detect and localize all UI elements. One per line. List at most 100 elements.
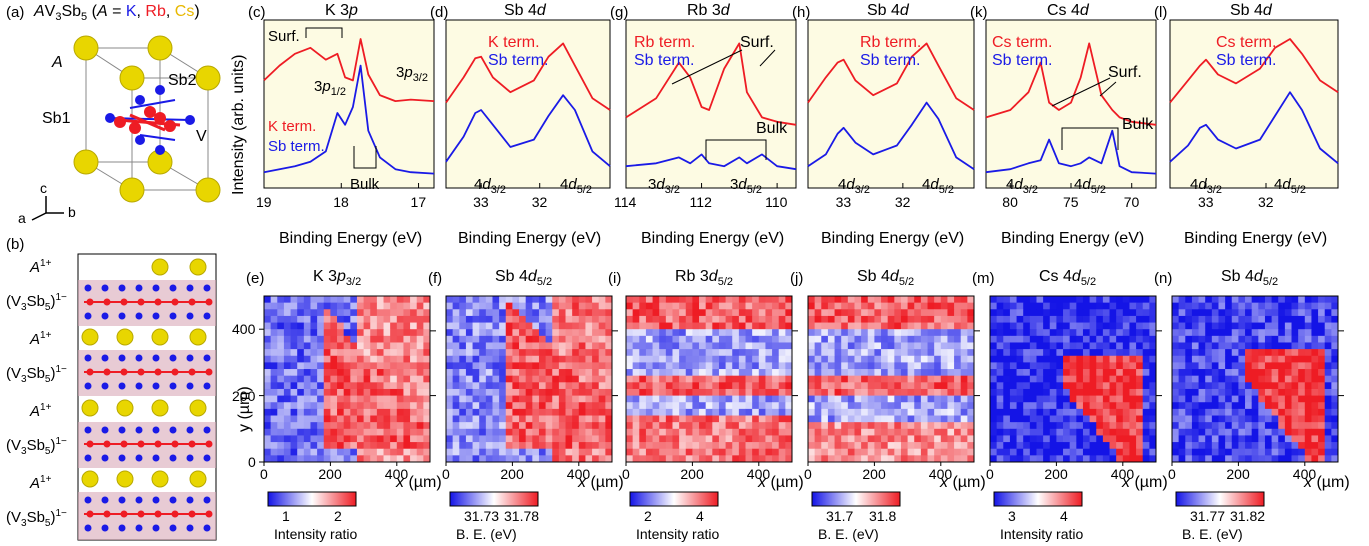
colorbar-0 [267,491,357,507]
sb-atom [169,426,177,434]
map-frame-2 [625,295,793,463]
sb-atom [135,524,143,532]
colorbar-4 [993,491,1083,507]
sb-atom [118,382,126,390]
a-atom [189,399,207,417]
sb-atom [169,496,177,504]
sb-atom [84,284,92,292]
y-axis-label: Intensity (arb. units) [230,54,247,196]
a-atom [189,258,207,276]
map-frame-4 [989,295,1157,463]
a-atom [81,399,99,417]
cbar-label-3: B. E. (eV) [818,526,879,542]
annot-g-surf: Surf. [740,34,774,51]
map-x-tick-label-0-0: 0 [260,466,268,482]
v-atom [154,298,162,306]
layer-label-6: A1+ [30,474,52,492]
annot-c-bulk: Bulk [350,176,380,193]
cbar-tick-high-0: 2 [334,508,342,524]
sb-atom [118,454,126,462]
layer-label-0: A1+ [30,258,52,276]
map-x-tick-label-3-1: 200 [862,466,886,482]
a-atom [116,399,134,417]
v-atom [171,368,179,376]
map-x-tick-label-1-0: 0 [442,466,450,482]
spectrum-title-4: Cs 4d [1047,2,1089,19]
sb-atom [203,426,211,434]
sb-atom [186,426,194,434]
annot-c-3p12: 3p1/2 [314,78,346,98]
colorbar-5 [1175,491,1265,507]
spectrum-title-0: K 3p [325,2,358,19]
annot-l-csterm: Cs term. [1216,34,1277,51]
series-line-2-1 [625,153,797,171]
sb-atom [203,354,211,362]
map-y-tick-label-2: 400 [232,321,256,338]
v-atom [137,440,145,448]
map-x-tick-label-3-0: 0 [804,466,812,482]
sb-atom [186,354,194,362]
axis-a: a [18,210,26,226]
label-A: A [52,54,63,71]
v-atom [188,298,196,306]
annot-l-sbterm: Sb term. [1216,52,1277,69]
x-tick-label-0-1: 18 [333,194,349,210]
pointer-g2 [759,49,776,67]
annot-d-45: 4d5/2 [560,176,592,196]
x-axis-label-1: Binding Energy (eV) [458,230,602,247]
v-atom [205,298,213,306]
sb-atom [84,524,92,532]
map-title-1: Sb 4d5/2 [495,268,553,289]
x-tick-label-4-2: 70 [1123,194,1140,210]
sb-atom [118,312,126,320]
sb-atom [101,354,109,362]
cbar-label-5: B. E. (eV) [1182,526,1243,542]
sb-atom [118,426,126,434]
annot-c-sbterm: Sb term. [268,138,325,155]
spectrum-title-5: Sb 4d [1230,2,1272,19]
map-title-5: Sb 4d5/2 [1221,268,1279,289]
sb-atom [152,454,160,462]
annot-h-rbterm: Rb term. [860,34,922,51]
v-atom [205,510,213,518]
heatmap-0 [264,296,431,463]
axis-c: c [40,180,47,196]
sb-atom [101,382,109,390]
annot-c-kterm: K term. [268,118,317,135]
v-atom [154,368,162,376]
a-atom [116,470,134,488]
a-atom [151,399,169,417]
axis-b: b [68,204,76,220]
v-atom [188,510,196,518]
annot-k-surf: Surf. [1108,64,1142,81]
sb-atom [203,524,211,532]
series-line-1-1 [445,94,611,167]
annot-h-sbterm: Sb term. [860,52,921,69]
heatmap-5 [1172,296,1339,463]
sb-atom [135,496,143,504]
panel-label-f: (f) [428,270,443,287]
series-line-3-0 [807,42,975,111]
label-Sb2: Sb2 [168,72,197,89]
cbar-tick-low-4: 3 [1008,508,1016,524]
sb-atom [203,454,211,462]
sb-atom [135,312,143,320]
v-atom [205,440,213,448]
cbar-tick-high-2: 4 [696,508,704,524]
annot-c-3p32: 3p3/2 [396,64,428,84]
annot-d-kterm: K term. [488,34,540,51]
map-y-axis-label: y (µm) [236,386,253,432]
sb-atom [135,284,143,292]
panel-label-k: (k) [970,4,988,21]
panel-label-m: (m) [972,270,995,287]
layer-label-3: (V3Sb5)1− [6,364,67,385]
colorbar-3 [811,491,901,507]
sb-atom [169,284,177,292]
annot-g-35: 3d5/2 [730,176,762,196]
spectrum-title-2: Rb 3d [687,2,730,19]
sb-atom [84,496,92,504]
x-tick-label-3-0: 33 [835,194,852,210]
v-atom [103,510,111,518]
x-tick-label-5-1: 32 [1258,194,1274,210]
panel-label-i: (i) [608,270,622,287]
